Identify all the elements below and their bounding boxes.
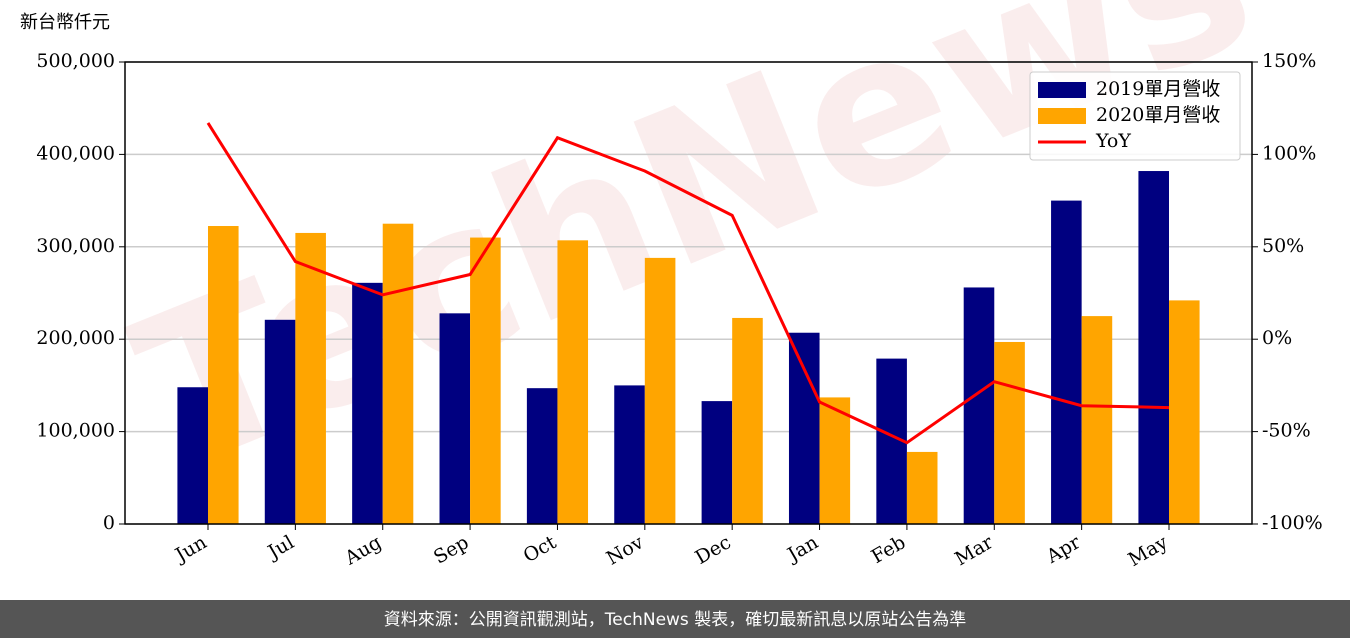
- source-note: 資料來源：公開資訊觀測站，TechNews 製表，確切最新訊息以原站公告為準: [384, 610, 966, 630]
- y-tick-label: 100,000: [36, 420, 115, 442]
- y2-tick-label: -50%: [1262, 420, 1311, 442]
- legend-swatch: [1038, 82, 1086, 98]
- bar: [788, 332, 820, 524]
- bar: [819, 397, 851, 524]
- bar: [1169, 300, 1200, 524]
- bar: [614, 385, 645, 524]
- y-tick-label: 0: [103, 512, 115, 534]
- bar: [1138, 171, 1170, 525]
- x-tick-label: Oct: [520, 531, 561, 567]
- x-tick-label: Aug: [340, 531, 385, 570]
- x-tick-label: Mar: [951, 531, 997, 570]
- x-tick-label: Jul: [263, 531, 298, 564]
- bar: [644, 257, 676, 524]
- x-tick-label: Apr: [1042, 531, 1085, 568]
- bar: [352, 282, 383, 524]
- bar: [963, 287, 995, 524]
- bar: [732, 317, 763, 524]
- bar: [470, 237, 501, 524]
- bar: [177, 387, 208, 524]
- y-axis-title: 新台幣仟元: [20, 12, 110, 33]
- legend-label: 2020單月營收: [1096, 104, 1220, 126]
- bar: [1051, 200, 1082, 524]
- x-tick-label: Nov: [603, 531, 648, 570]
- plot-frame: [124, 61, 1253, 525]
- y2-tick-label: 50%: [1262, 235, 1304, 257]
- bar: [1081, 316, 1113, 524]
- bar: [526, 388, 558, 524]
- y2-tick-label: 100%: [1262, 142, 1316, 164]
- line: [206, 122, 1170, 445]
- footer-bar: [0, 600, 1350, 638]
- y-tick-label: 300,000: [36, 235, 115, 257]
- y-tick-label: 200,000: [36, 327, 115, 349]
- x-tick-label: Sep: [430, 531, 473, 568]
- y2-tick-label: 150%: [1262, 50, 1316, 72]
- legend-swatch: [1038, 108, 1086, 124]
- bar: [701, 401, 733, 524]
- bar: [906, 451, 938, 524]
- legend-label: 2019單月營收: [1096, 78, 1220, 100]
- y2-tick-label: 0%: [1262, 327, 1292, 349]
- bar: [264, 319, 296, 524]
- bar: [557, 240, 589, 524]
- x-tick-label: Dec: [692, 531, 735, 569]
- x-tick-label: Jun: [170, 531, 211, 567]
- legend-label: YoY: [1095, 130, 1131, 152]
- x-tick-label: Jan: [782, 531, 822, 567]
- y2-tick-label: -100%: [1262, 512, 1323, 534]
- y-tick-label: 500,000: [36, 50, 115, 72]
- x-tick-label: Feb: [868, 531, 910, 568]
- bar: [295, 232, 326, 524]
- bar: [382, 223, 414, 524]
- y-tick-label: 400,000: [36, 142, 115, 164]
- bar: [994, 341, 1025, 524]
- x-tick-label: May: [1125, 531, 1172, 571]
- bar: [207, 226, 239, 524]
- bar: [439, 313, 471, 524]
